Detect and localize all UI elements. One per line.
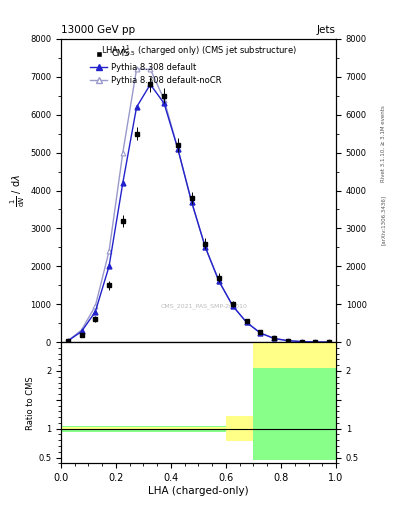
Legend: CMS, Pythia 8.308 default, Pythia 8.308 default-noCR: CMS, Pythia 8.308 default, Pythia 8.308 … bbox=[87, 46, 225, 88]
Text: CMS_2021_PAS_SMP-20-010: CMS_2021_PAS_SMP-20-010 bbox=[160, 303, 248, 309]
Text: Jets: Jets bbox=[317, 25, 336, 35]
Text: Rivet 3.1.10, ≥ 3.1M events: Rivet 3.1.10, ≥ 3.1M events bbox=[381, 105, 386, 182]
Y-axis label: Ratio to CMS: Ratio to CMS bbox=[26, 376, 35, 430]
Y-axis label: $\frac{1}{\mathrm{d}N}$ / $\mathrm{d}\lambda$: $\frac{1}{\mathrm{d}N}$ / $\mathrm{d}\la… bbox=[9, 174, 27, 207]
X-axis label: LHA (charged-only): LHA (charged-only) bbox=[148, 486, 249, 496]
Text: [arXiv:1306.3436]: [arXiv:1306.3436] bbox=[381, 195, 386, 245]
Text: 13000 GeV pp: 13000 GeV pp bbox=[61, 25, 135, 35]
Text: LHA $\lambda^{1}_{0.5}$ (charged only) (CMS jet substructure): LHA $\lambda^{1}_{0.5}$ (charged only) (… bbox=[101, 44, 296, 58]
